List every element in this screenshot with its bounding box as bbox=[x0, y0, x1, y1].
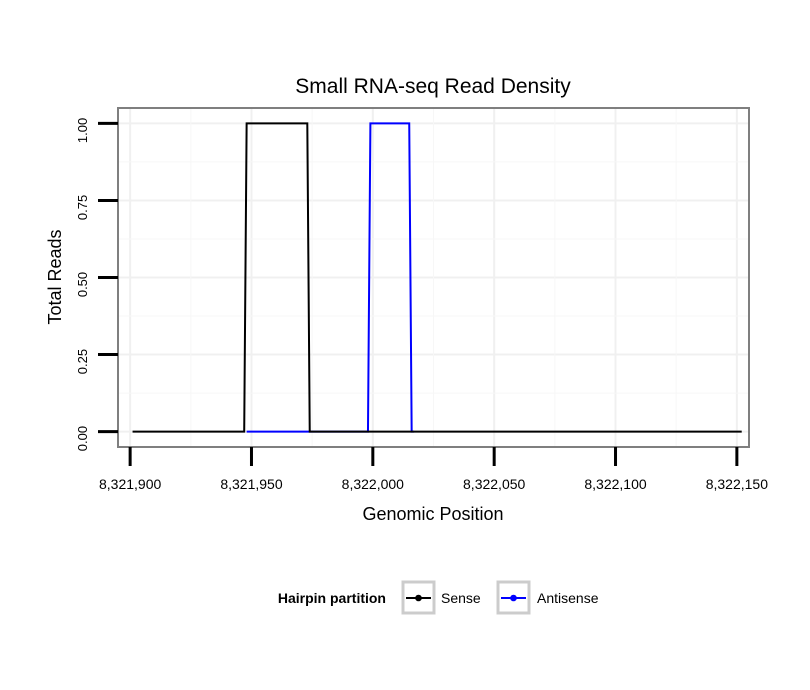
y-tick-label-1: 0.25 bbox=[75, 349, 90, 374]
x-tick-label-3: 8,322,050 bbox=[463, 476, 525, 492]
y-tick-label-0: 0.00 bbox=[75, 426, 90, 451]
series-line-sense bbox=[132, 122, 742, 433]
x-tick-label-2: 8,322,000 bbox=[342, 476, 404, 492]
x-axis: 8,321,900 8,321,950 8,322,000 8,322,050 8,32… bbox=[99, 447, 768, 492]
x-tick-label-4: 8,322,100 bbox=[584, 476, 646, 492]
y-axis-title: Total Reads bbox=[45, 229, 65, 324]
x-tick-label-1: 8,321,950 bbox=[220, 476, 282, 492]
y-axis: 0.00 0.25 0.50 0.75 1.00 bbox=[75, 118, 118, 451]
grid-lines bbox=[118, 108, 749, 447]
x-tick-label-0: 8,321,900 bbox=[99, 476, 161, 492]
legend-title: Hairpin partition bbox=[278, 590, 386, 606]
legend-entry-antisense: Antisense bbox=[496, 580, 599, 615]
legend-label-sense: Sense bbox=[441, 590, 481, 606]
series-layer bbox=[132, 122, 742, 433]
legend-entry-sense: Sense bbox=[401, 580, 481, 615]
x-axis-title: Genomic Position bbox=[362, 504, 503, 524]
y-tick-label-4: 1.00 bbox=[75, 118, 90, 143]
legend-marker-antisense bbox=[510, 594, 517, 602]
legend-label-antisense: Antisense bbox=[537, 590, 599, 606]
y-tick-label-2: 0.50 bbox=[75, 272, 90, 297]
x-tick-label-5: 8,322,150 bbox=[706, 476, 768, 492]
legend-marker-sense bbox=[415, 594, 422, 602]
legend: Hairpin partition Sense Antisense bbox=[278, 580, 599, 615]
y-tick-label-3: 0.75 bbox=[75, 195, 90, 220]
chart-title: Small RNA-seq Read Density bbox=[295, 75, 571, 98]
